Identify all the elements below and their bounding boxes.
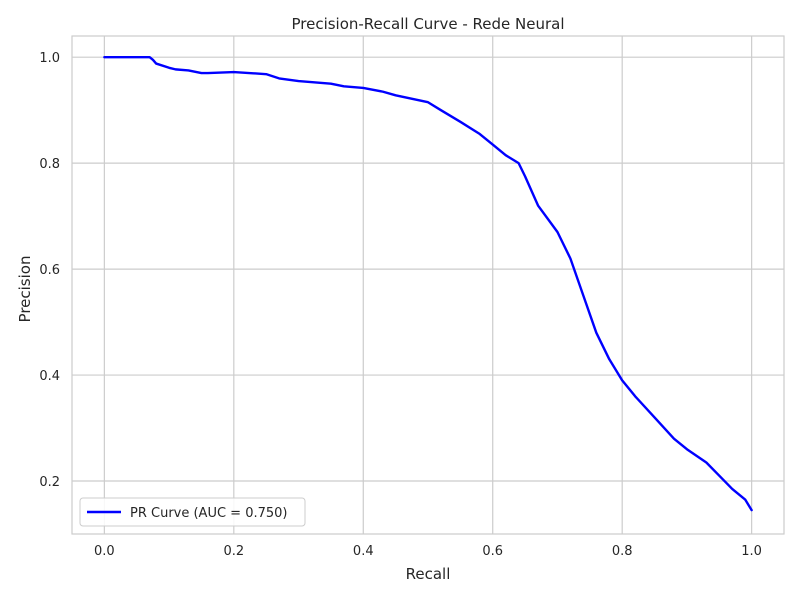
- plot-frame: [71, 35, 785, 535]
- y-tick-label: 0.4: [39, 369, 60, 384]
- x-axis-label: Recall: [406, 565, 451, 583]
- legend-label: PR Curve (AUC = 0.750): [130, 506, 288, 521]
- x-tick-label: 0.4: [353, 544, 374, 559]
- y-tick-label: 0.2: [39, 475, 60, 490]
- x-tick-labels: 0.0 0.2 0.4 0.6 0.8 1.0: [94, 544, 762, 559]
- plot-area: [72, 36, 784, 534]
- pr-curve-line: [103, 55, 753, 512]
- x-tick-label: 1.0: [741, 544, 762, 559]
- x-tick-label: 0.0: [94, 544, 115, 559]
- y-tick-label: 0.8: [39, 157, 60, 172]
- y-tick-label: 1.0: [39, 51, 60, 66]
- y-tick-labels: 0.2 0.4 0.6 0.8 1.0: [39, 51, 60, 490]
- y-axis-label: Precision: [16, 256, 34, 323]
- x-tick-label: 0.8: [612, 544, 633, 559]
- legend-box: [79, 497, 306, 527]
- series-layer: [103, 55, 753, 512]
- grid-lines: [72, 36, 784, 534]
- chart-title: Precision-Recall Curve - Rede Neural: [291, 15, 564, 33]
- x-tick-label: 0.2: [223, 544, 244, 559]
- legend: PR Curve (AUC = 0.750): [79, 497, 306, 527]
- y-tick-label: 0.6: [39, 263, 60, 278]
- x-tick-label: 0.6: [482, 544, 503, 559]
